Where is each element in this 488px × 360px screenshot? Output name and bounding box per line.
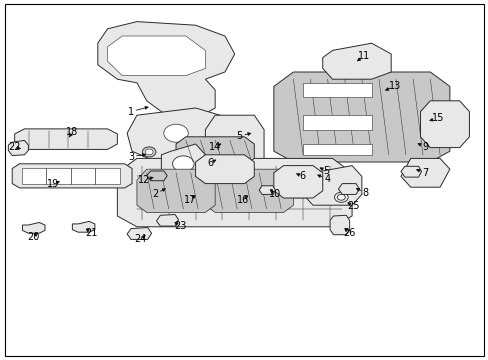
- Polygon shape: [195, 155, 254, 184]
- Polygon shape: [137, 169, 215, 212]
- Polygon shape: [273, 72, 449, 162]
- Text: 7: 7: [422, 168, 427, 178]
- Polygon shape: [98, 22, 234, 119]
- Text: 26: 26: [343, 228, 355, 238]
- Polygon shape: [400, 166, 421, 177]
- Polygon shape: [46, 168, 71, 184]
- Polygon shape: [95, 168, 120, 184]
- Polygon shape: [420, 101, 468, 148]
- Text: 12: 12: [138, 175, 150, 185]
- Text: 2: 2: [152, 189, 158, 199]
- Text: 25: 25: [346, 201, 359, 211]
- Text: 24: 24: [134, 234, 147, 244]
- Circle shape: [337, 194, 345, 200]
- Polygon shape: [146, 171, 167, 181]
- Polygon shape: [15, 129, 117, 149]
- Text: 4: 4: [324, 174, 330, 184]
- Polygon shape: [107, 36, 205, 76]
- Text: 15: 15: [430, 113, 443, 123]
- Polygon shape: [156, 215, 178, 226]
- Polygon shape: [338, 184, 359, 194]
- Text: 9: 9: [422, 142, 427, 152]
- Polygon shape: [303, 166, 361, 205]
- Text: 10: 10: [268, 189, 281, 199]
- Polygon shape: [71, 168, 95, 184]
- Polygon shape: [72, 221, 95, 232]
- Circle shape: [172, 156, 194, 172]
- Polygon shape: [400, 158, 449, 187]
- Text: 13: 13: [388, 81, 401, 91]
- Polygon shape: [161, 144, 205, 184]
- Polygon shape: [117, 158, 351, 227]
- Polygon shape: [259, 186, 275, 194]
- Polygon shape: [205, 169, 293, 212]
- Polygon shape: [12, 164, 132, 188]
- Polygon shape: [8, 140, 28, 156]
- Text: 5: 5: [236, 131, 242, 141]
- Polygon shape: [329, 215, 349, 235]
- Text: 6: 6: [207, 158, 213, 168]
- Polygon shape: [322, 43, 390, 79]
- Circle shape: [79, 223, 88, 230]
- Polygon shape: [205, 115, 264, 173]
- Text: 6: 6: [299, 171, 305, 181]
- Text: 3: 3: [128, 152, 134, 162]
- Polygon shape: [176, 137, 254, 166]
- Polygon shape: [303, 115, 371, 130]
- Circle shape: [163, 124, 188, 142]
- Text: 5: 5: [323, 166, 329, 176]
- Text: 16: 16: [237, 195, 249, 205]
- Polygon shape: [273, 166, 322, 198]
- Circle shape: [29, 225, 39, 232]
- Text: 1: 1: [128, 107, 134, 117]
- Text: 8: 8: [362, 188, 368, 198]
- Text: 14: 14: [208, 142, 221, 152]
- Text: 21: 21: [85, 228, 98, 238]
- Text: 22: 22: [8, 142, 21, 152]
- Circle shape: [334, 192, 347, 202]
- Polygon shape: [22, 168, 46, 184]
- Text: 19: 19: [46, 179, 59, 189]
- Polygon shape: [127, 228, 151, 239]
- Polygon shape: [127, 108, 224, 162]
- Text: 23: 23: [173, 221, 186, 231]
- Text: 18: 18: [66, 127, 79, 138]
- Text: 17: 17: [183, 195, 196, 205]
- Polygon shape: [303, 144, 371, 155]
- Circle shape: [145, 149, 153, 155]
- Polygon shape: [22, 222, 45, 233]
- Polygon shape: [303, 83, 371, 97]
- Circle shape: [334, 221, 344, 229]
- Text: 20: 20: [27, 232, 40, 242]
- Circle shape: [142, 147, 156, 157]
- Text: 11: 11: [357, 51, 370, 61]
